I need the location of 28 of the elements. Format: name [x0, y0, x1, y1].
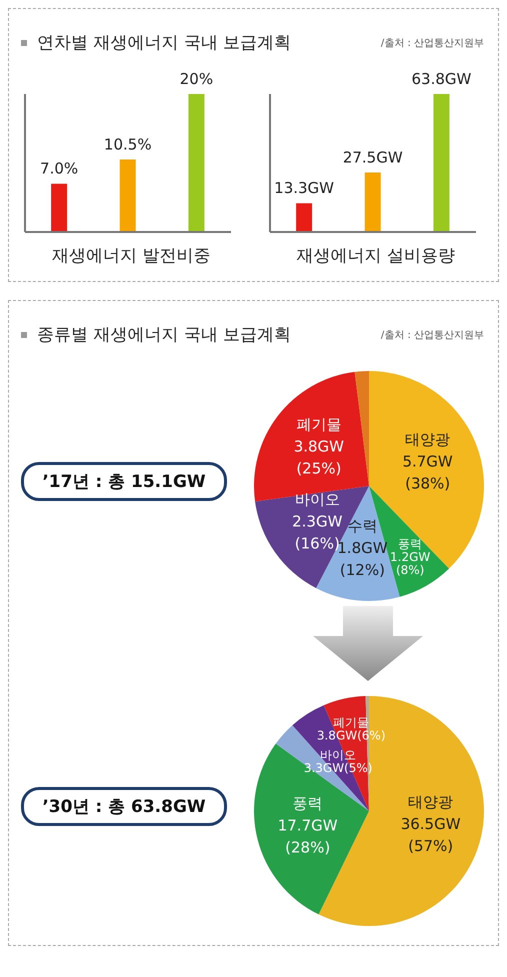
data-label: 5.7GW (38%)	[402, 452, 453, 492]
data-label: 27.5GW	[342, 148, 403, 167]
x-axis-title: 재생에너지 설비용량	[296, 245, 455, 267]
pie-slice	[354, 371, 369, 486]
slice-label: 풍력	[398, 537, 422, 552]
data-label: 20%	[180, 70, 214, 88]
text: /출처 : 산업통산지원부	[380, 328, 484, 342]
data-label: 7.0%	[40, 160, 78, 178]
rounded-frame: ’30년 : 총 63.8GW	[21, 786, 227, 826]
slice-label: 풍력	[292, 794, 323, 813]
x-axis-title: 재생에너지 발전비중	[52, 245, 210, 267]
data-label: 13.3GW	[274, 179, 334, 198]
text: /출처 : 산업통산지원부	[380, 36, 484, 50]
data-label: 10.5%	[104, 136, 152, 154]
data-label: 1.2GW (8%)	[390, 550, 430, 578]
data-label: 3.8GW(6%)	[316, 728, 386, 743]
slice-label: 수력	[347, 517, 378, 536]
data-label: 36.5GW (57%)	[400, 815, 461, 856]
data-label: 17.7GW (28%)	[278, 816, 338, 857]
slice-label: 폐기물	[296, 416, 342, 434]
chart-title: 연차별 재생에너지 국내 보급계획	[37, 32, 292, 54]
data-label: 63.8GW	[411, 70, 472, 88]
rounded-frame: ’17년 : 총 15.1GW	[21, 462, 227, 500]
data-label: 3.8GW (25%)	[294, 438, 344, 478]
chart-title: 종류별 재생에너지 국내 보급계획	[37, 324, 292, 346]
slice-label: 태양광	[405, 430, 450, 448]
slice-label: 태양광	[408, 793, 454, 812]
slice-label: 바이오	[294, 490, 340, 509]
